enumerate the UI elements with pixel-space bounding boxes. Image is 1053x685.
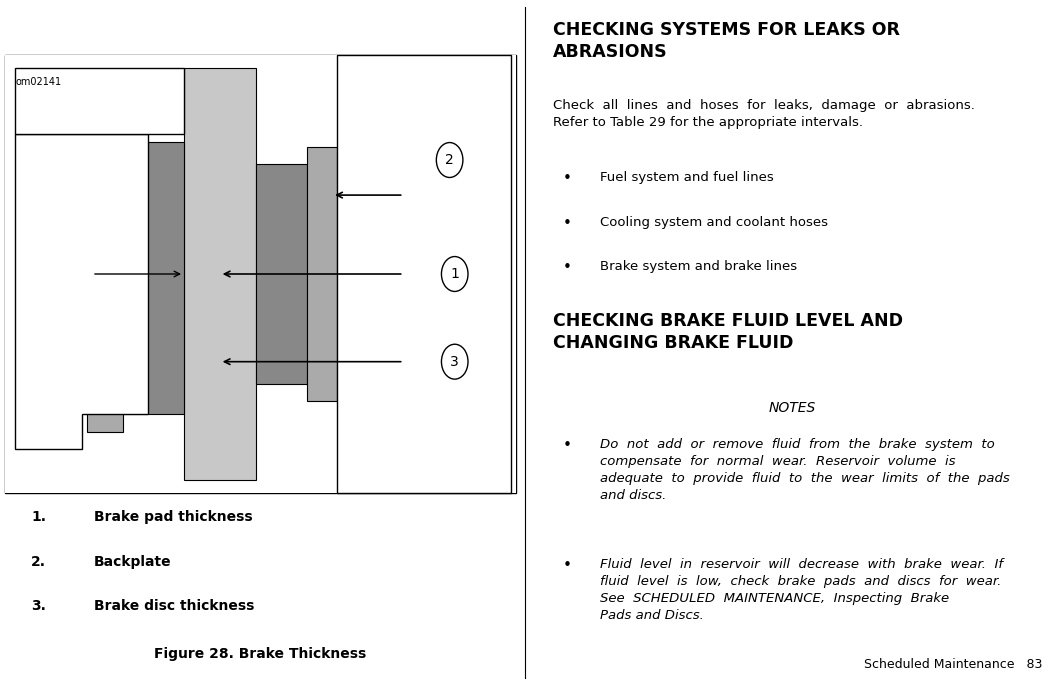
Bar: [5, 55, 516, 493]
Polygon shape: [16, 68, 184, 134]
Text: •: •: [563, 216, 572, 231]
Text: •: •: [563, 260, 572, 275]
Text: Figure 28. Brake Thickness: Figure 28. Brake Thickness: [155, 647, 366, 661]
Bar: [123, 142, 184, 414]
Text: 2: 2: [445, 153, 454, 167]
Text: om02141: om02141: [16, 77, 61, 87]
Text: CHECKING SYSTEMS FOR LEAKS OR
ABRASIONS: CHECKING SYSTEMS FOR LEAKS OR ABRASIONS: [553, 21, 899, 61]
Text: Fuel system and fuel lines: Fuel system and fuel lines: [599, 171, 773, 184]
Text: Backplate: Backplate: [94, 555, 172, 569]
Circle shape: [441, 345, 468, 379]
Text: Brake pad thickness: Brake pad thickness: [94, 510, 253, 524]
Text: Brake system and brake lines: Brake system and brake lines: [599, 260, 797, 273]
Polygon shape: [16, 134, 148, 449]
Bar: [184, 68, 256, 480]
Text: Do  not  add  or  remove  fluid  from  the  brake  system  to
compensate  for  n: Do not add or remove fluid from the brak…: [599, 438, 1009, 502]
Text: 3: 3: [451, 355, 459, 369]
Bar: [5, 55, 516, 493]
Text: 2.: 2.: [32, 555, 46, 569]
Text: •: •: [563, 438, 572, 453]
Text: Cooling system and coolant hoses: Cooling system and coolant hoses: [599, 216, 828, 229]
Text: Check  all  lines  and  hoses  for  leaks,  damage  or  abrasions.
Refer to Tabl: Check all lines and hoses for leaks, dam…: [553, 99, 974, 129]
Bar: [256, 164, 306, 384]
Text: Scheduled Maintenance   83: Scheduled Maintenance 83: [865, 658, 1042, 671]
Circle shape: [436, 142, 463, 177]
Text: NOTES: NOTES: [769, 401, 816, 414]
Text: Fluid  level  in  reservoir  will  decrease  with  brake  wear.  If
fluid  level: Fluid level in reservoir will decrease w…: [599, 558, 1002, 622]
Bar: [306, 147, 337, 401]
Text: CHECKING BRAKE FLUID LEVEL AND
CHANGING BRAKE FLUID: CHECKING BRAKE FLUID LEVEL AND CHANGING …: [553, 312, 902, 352]
Bar: [87, 125, 123, 432]
Text: 3.: 3.: [32, 599, 46, 613]
Circle shape: [441, 257, 468, 291]
Text: •: •: [563, 171, 572, 186]
Text: Brake disc thickness: Brake disc thickness: [94, 599, 254, 613]
Polygon shape: [337, 55, 511, 493]
Text: 1.: 1.: [32, 510, 46, 524]
Text: •: •: [563, 558, 572, 573]
Text: 1: 1: [451, 267, 459, 281]
